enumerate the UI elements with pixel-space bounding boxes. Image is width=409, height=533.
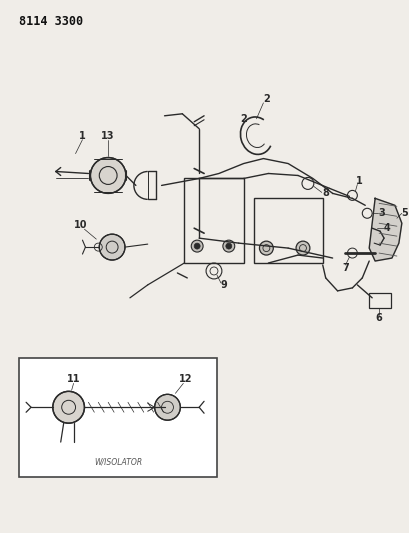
Circle shape xyxy=(191,240,202,252)
Text: 8114 3300: 8114 3300 xyxy=(19,15,83,28)
Bar xyxy=(253,198,322,263)
Circle shape xyxy=(225,243,231,249)
Text: 10: 10 xyxy=(74,220,87,230)
Text: 7: 7 xyxy=(341,263,348,273)
Text: 4: 4 xyxy=(383,223,389,233)
Text: 3: 3 xyxy=(378,208,384,219)
Text: 11: 11 xyxy=(67,374,80,384)
Circle shape xyxy=(222,240,234,252)
Bar xyxy=(369,293,390,308)
Text: W/ISOLATOR: W/ISOLATOR xyxy=(94,458,142,467)
Circle shape xyxy=(194,243,200,249)
Text: 2: 2 xyxy=(240,114,246,124)
Circle shape xyxy=(90,158,126,193)
Text: 1: 1 xyxy=(355,176,362,187)
Circle shape xyxy=(295,241,309,255)
Circle shape xyxy=(259,241,273,255)
Text: 5: 5 xyxy=(400,208,407,219)
Text: 9: 9 xyxy=(220,280,227,290)
Polygon shape xyxy=(369,198,401,261)
Text: 6: 6 xyxy=(375,313,382,323)
Text: 12: 12 xyxy=(178,374,191,384)
Text: 2: 2 xyxy=(262,94,269,104)
Bar xyxy=(184,179,243,263)
Bar xyxy=(19,358,216,477)
Text: 13: 13 xyxy=(101,131,115,141)
Circle shape xyxy=(154,394,180,420)
Text: 1: 1 xyxy=(79,131,85,141)
Text: 8: 8 xyxy=(321,188,328,198)
Circle shape xyxy=(53,391,84,423)
Circle shape xyxy=(99,234,125,260)
